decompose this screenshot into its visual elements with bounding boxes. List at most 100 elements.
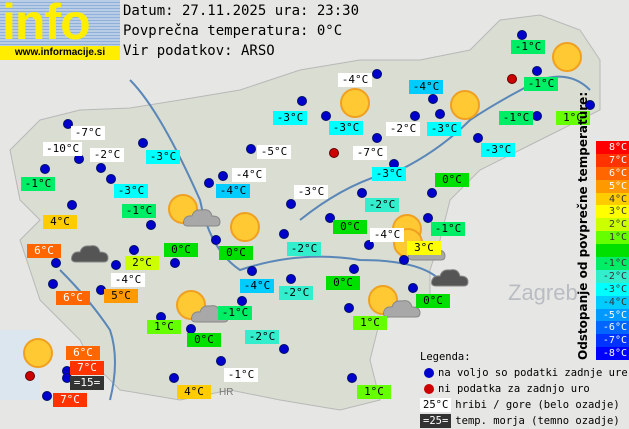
station-temperature: 2°C xyxy=(125,256,159,270)
station-temperature: -3°C xyxy=(273,111,307,125)
river xyxy=(129,79,441,281)
station-missing-dot xyxy=(25,371,35,381)
legend-available-text: na voljo so podatki zadnje ure xyxy=(438,367,628,379)
station-temperature: -1°C xyxy=(511,40,545,54)
station-temperature: -1°C xyxy=(21,177,55,191)
station-dot xyxy=(517,30,527,40)
cloud-icon xyxy=(182,206,222,227)
station-dot xyxy=(146,220,156,230)
station-dot xyxy=(247,266,257,276)
station-dot xyxy=(237,296,247,306)
scale-row: -1°C xyxy=(596,257,629,270)
scale-row: -8°C xyxy=(596,347,629,361)
station-dot xyxy=(372,133,382,143)
scale-row: 7°C xyxy=(596,153,629,167)
legend-mountain-text: hribi / gore (belo ozadje) xyxy=(455,399,620,411)
station-temperature: =15= xyxy=(70,376,104,390)
station-dot xyxy=(279,344,289,354)
station-temperature: 4°C xyxy=(43,215,77,229)
station-temperature: -1°C xyxy=(431,222,465,236)
station-dot xyxy=(321,111,331,121)
station-temperature: 1°C xyxy=(556,111,590,125)
scale-row: -4°C xyxy=(596,295,629,309)
station-dot xyxy=(423,213,433,223)
river xyxy=(59,269,116,401)
station-temperature: 0°C xyxy=(219,246,253,260)
legend-mountain: 25°C hribi / gore (belo ozadje) xyxy=(420,397,628,413)
scale-row: -2°C xyxy=(596,269,629,283)
station-temperature: 0°C xyxy=(435,173,469,187)
station-temperature: -1°C xyxy=(122,204,156,218)
station-dot xyxy=(428,94,438,104)
temperature-scale: 8°C 7°C 6°C 5°C 4°C 3°C 2°C 1°C -1°C -2°C -3°C -4°C… xyxy=(596,141,629,361)
scale-row xyxy=(596,244,629,258)
station-temperature: -3°C xyxy=(481,143,515,157)
logo[interactable]: info www.informacije.si xyxy=(0,0,120,60)
scale-row: 4°C xyxy=(596,192,629,206)
station-dot xyxy=(218,171,228,181)
scale-row: -5°C xyxy=(596,308,629,322)
scale-row: 1°C xyxy=(596,231,629,245)
scale-row: 5°C xyxy=(596,179,629,193)
sun-icon xyxy=(340,88,370,118)
legend-missing: ni podatka za zadnjo uro xyxy=(420,381,628,397)
station-dot xyxy=(106,174,116,184)
station-temperature: 5°C xyxy=(104,289,138,303)
station-dot xyxy=(473,133,483,143)
station-temperature: 6°C xyxy=(66,346,100,360)
station-dot xyxy=(279,229,289,239)
sun-icon xyxy=(230,212,260,242)
place-zagreb: Zagreb xyxy=(508,280,578,305)
station-dot xyxy=(344,303,354,313)
station-dot xyxy=(427,188,437,198)
station-temperature: -4°C xyxy=(409,80,443,94)
station-temperature: -3°C xyxy=(114,184,148,198)
logo-url[interactable]: www.informacije.si xyxy=(0,46,120,60)
legend-sea: =25= temp. morja (temno ozadje) xyxy=(420,413,628,429)
station-dot xyxy=(347,373,357,383)
station-temperature: 6°C xyxy=(27,244,61,258)
mountain-sample: 25°C xyxy=(420,398,452,412)
scale-row: -7°C xyxy=(596,334,629,348)
station-temperature: 4°C xyxy=(177,385,211,399)
station-temperature: -1°C xyxy=(218,306,252,320)
logo-word: info xyxy=(2,0,91,50)
station-dot xyxy=(129,245,139,255)
station-dot xyxy=(399,255,409,265)
scale-row: -6°C xyxy=(596,321,629,335)
station-temperature: 1°C xyxy=(357,385,391,399)
station-dot xyxy=(286,199,296,209)
station-dot xyxy=(42,391,52,401)
station-temperature: -10°C xyxy=(43,142,83,156)
station-temperature: -1°C xyxy=(224,368,258,382)
station-dot xyxy=(410,111,420,121)
sea-sample: =25= xyxy=(420,414,452,428)
station-dot xyxy=(170,258,180,268)
station-temperature: -1°C xyxy=(524,77,558,91)
station-temperature: -4°C xyxy=(370,228,404,242)
station-temperature: -2°C xyxy=(90,148,124,162)
station-temperature: -5°C xyxy=(257,145,291,159)
station-temperature: -4°C xyxy=(338,73,372,87)
station-dot xyxy=(211,235,221,245)
station-dot xyxy=(204,178,214,188)
place-hr: HR xyxy=(219,387,234,398)
station-dot xyxy=(357,188,367,198)
legend-available: na voljo so podatki zadnje ure xyxy=(420,365,628,381)
station-temperature: -4°C xyxy=(216,184,250,198)
station-dot xyxy=(246,144,256,154)
legend-missing-text: ni podatka za zadnjo uro xyxy=(438,383,590,395)
station-temperature: -7°C xyxy=(353,146,387,160)
station-temperature: 0°C xyxy=(164,243,198,257)
cloud-icon xyxy=(430,266,470,287)
station-dot xyxy=(48,279,58,289)
sun-icon xyxy=(552,42,582,72)
station-dot xyxy=(435,109,445,119)
station-dot xyxy=(349,264,359,274)
station-dot xyxy=(297,96,307,106)
station-dot xyxy=(286,274,296,284)
station-temperature: -3°C xyxy=(372,167,406,181)
legend-sea-text: temp. morja (temno ozadje) xyxy=(455,415,620,427)
station-dot xyxy=(372,69,382,79)
average-temperature: Povprečna temperatura: 0°C xyxy=(123,23,343,39)
